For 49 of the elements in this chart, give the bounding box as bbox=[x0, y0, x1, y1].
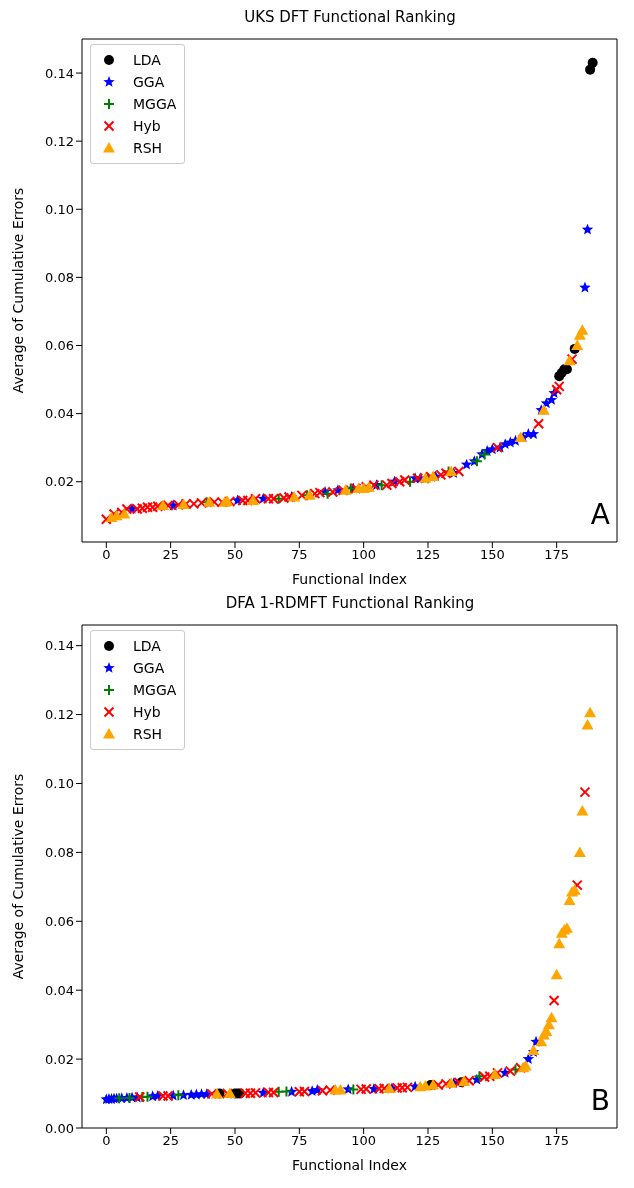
x-tick-label: 175 bbox=[544, 547, 570, 563]
x-tick-label: 175 bbox=[544, 1133, 570, 1149]
legend-label: GGA bbox=[133, 74, 165, 90]
y-tick-label: 0.08 bbox=[45, 845, 74, 860]
legend-label: MGGA bbox=[133, 96, 177, 112]
y-tick-label: 0.00 bbox=[45, 1120, 74, 1136]
annotation: B bbox=[590, 1084, 610, 1117]
y-tick-label: 0.06 bbox=[45, 913, 74, 929]
x-tick-label: 150 bbox=[479, 547, 505, 563]
x-tick-label: 150 bbox=[479, 1133, 505, 1149]
x-tick-label: 25 bbox=[162, 1133, 179, 1149]
x-tick-label: 75 bbox=[291, 1133, 308, 1149]
chart-title: DFA 1-RDMFT Functional Ranking bbox=[224, 594, 476, 612]
y-axis-title: Average of Cumulative Errors bbox=[9, 187, 26, 394]
x-tick-label: 50 bbox=[226, 547, 244, 563]
x-axis-title: Functional Index bbox=[291, 1157, 408, 1173]
y-axis-title: Average of Cumulative Errors bbox=[9, 773, 26, 980]
y-tick-label: 0.12 bbox=[45, 707, 74, 723]
legend-label: GGA bbox=[133, 660, 165, 676]
legend-label: RSH bbox=[133, 726, 163, 742]
y-tick-label: 0.14 bbox=[45, 638, 74, 654]
legend-label: LDA bbox=[133, 638, 161, 654]
legend-label: RSH bbox=[133, 140, 163, 156]
legend-label: MGGA bbox=[133, 682, 177, 698]
y-tick-label: 0.14 bbox=[45, 65, 74, 81]
legend-label: Hyb bbox=[133, 118, 161, 134]
y-tick-label: 0.04 bbox=[45, 982, 74, 998]
y-tick-label: 0.02 bbox=[45, 1051, 74, 1067]
x-tick-label: 0 bbox=[102, 1133, 111, 1149]
y-tick-label: 0.04 bbox=[45, 406, 74, 422]
x-tick-label: 25 bbox=[162, 547, 179, 563]
annotation: A bbox=[590, 498, 610, 531]
x-tick-label: 0 bbox=[102, 547, 111, 563]
legend-label: LDA bbox=[133, 52, 161, 68]
y-tick-label: 0.02 bbox=[45, 474, 74, 490]
y-tick-label: 0.08 bbox=[45, 270, 74, 285]
x-tick-label: 125 bbox=[415, 1133, 441, 1149]
x-tick-label: 50 bbox=[226, 1133, 244, 1149]
chart-title: UKS DFT Functional Ranking bbox=[243, 8, 457, 26]
x-axis-title: Functional Index bbox=[291, 571, 408, 587]
y-tick-label: 0.10 bbox=[45, 776, 74, 792]
y-tick-label: 0.06 bbox=[45, 338, 74, 354]
y-tick-label: 0.12 bbox=[45, 133, 74, 149]
x-tick-label: 100 bbox=[351, 1133, 377, 1149]
legend-label: Hyb bbox=[133, 704, 161, 720]
x-tick-label: 100 bbox=[351, 547, 377, 563]
x-tick-label: 125 bbox=[415, 547, 441, 563]
x-tick-label: 75 bbox=[291, 547, 308, 563]
y-tick-label: 0.10 bbox=[45, 201, 74, 217]
